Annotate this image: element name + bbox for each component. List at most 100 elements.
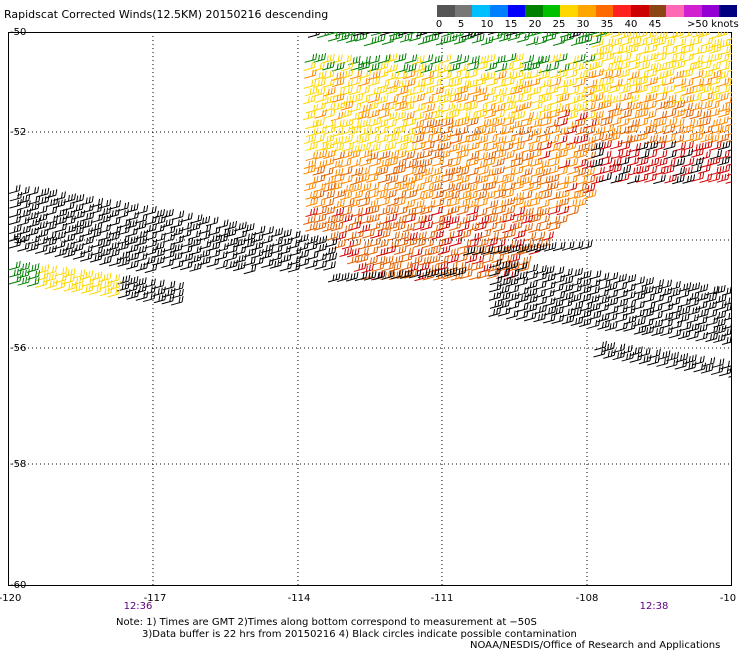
wind-barb [713,318,726,328]
wind-barb [654,52,667,63]
wind-barb [507,253,521,263]
wind-barb [644,125,657,135]
wind-barb [537,127,550,138]
wind-barb [532,32,545,36]
wind-barb [179,228,192,239]
wind-barb [372,34,386,44]
wind-barb [482,157,496,167]
wind-barb [161,208,174,219]
wind-barb [381,270,395,280]
wind-barb [555,166,569,177]
wind-barb [378,229,391,239]
wind-barb [287,262,301,273]
wind-barb [497,291,511,302]
wind-barb [438,54,452,64]
wind-barb [80,252,93,262]
wind-barb [645,140,659,151]
wind-barb [322,190,336,200]
wind-barb [501,70,515,81]
wind-barb [726,156,732,159]
wind-barb [628,101,641,111]
wind-barb [575,125,588,136]
wind-barb [72,250,86,260]
wind-barb [17,194,31,204]
wind-barb [717,102,731,113]
wind-barb [340,61,354,72]
wind-barb [573,167,587,178]
wind-barb [53,191,66,202]
wind-barb [456,205,470,216]
wind-barb [573,53,586,64]
wind-barb [705,325,719,336]
wind-barb [417,262,430,272]
wind-barb [35,278,48,288]
wind-barb [108,280,121,291]
wind-barb [566,206,580,216]
wind-barb [393,221,406,232]
wind-barb [359,149,373,159]
wind-barbs [8,32,732,378]
wind-barb [125,235,139,246]
wind-speed-legend: 0 5 10 15 20 25 30 35 40 45 >50 knots [436,5,739,31]
wind-barb [684,354,697,364]
wind-barb [708,118,722,128]
wind-barb [707,108,720,118]
wind-barb [80,270,94,280]
wind-barb [322,141,335,151]
wind-barb [295,233,309,244]
wind-barb [377,221,391,232]
wind-barb [313,221,327,231]
wind-barb [529,118,543,129]
wind-barb [681,86,695,96]
wind-barb [435,261,449,272]
wind-barb [323,246,337,256]
wind-barb [600,38,614,48]
wind-barb [17,276,31,286]
wind-barb [89,271,103,282]
wind-barb [448,221,462,231]
wind-barb [465,190,478,201]
wind-barb [188,229,202,240]
wind-barb [588,35,602,46]
wind-barb [725,181,732,184]
wind-barb [386,133,400,143]
wind-barb [525,294,538,305]
wind-barb [579,301,593,312]
wind-barb [348,55,361,66]
wind-barb [431,223,444,233]
wind-barb [465,111,479,122]
wind-barb [430,63,443,73]
wind-barb [493,222,506,233]
wind-barb [592,166,605,177]
wind-barb [609,107,623,118]
wind-barb [686,330,700,341]
wind-barb [363,271,377,281]
wind-barb [568,293,582,303]
wind-barb [618,149,631,159]
wind-barb [505,260,519,271]
wind-barb [458,190,471,201]
wind-barb [594,340,607,351]
wind-barb [331,207,345,217]
wind-barb [638,354,652,365]
wind-barb [161,218,174,228]
wind-barb [537,134,551,144]
legend-label: 35 [600,19,614,30]
wind-barb [591,148,604,159]
wind-barb [520,214,534,225]
wind-barb [510,85,523,95]
wind-barb [433,32,446,36]
wind-barb [438,133,452,143]
wind-barb [713,310,727,320]
wind-barb [569,277,582,287]
wind-barb [279,261,293,272]
wind-barb [143,278,156,289]
wind-barb [44,245,57,255]
wind-barb [17,233,31,244]
wind-barb [233,261,246,272]
wind-barb [710,365,724,376]
wind-barb [306,250,319,261]
wind-barb [590,117,603,128]
wind-barb [36,228,49,239]
wind-barb [198,256,211,266]
